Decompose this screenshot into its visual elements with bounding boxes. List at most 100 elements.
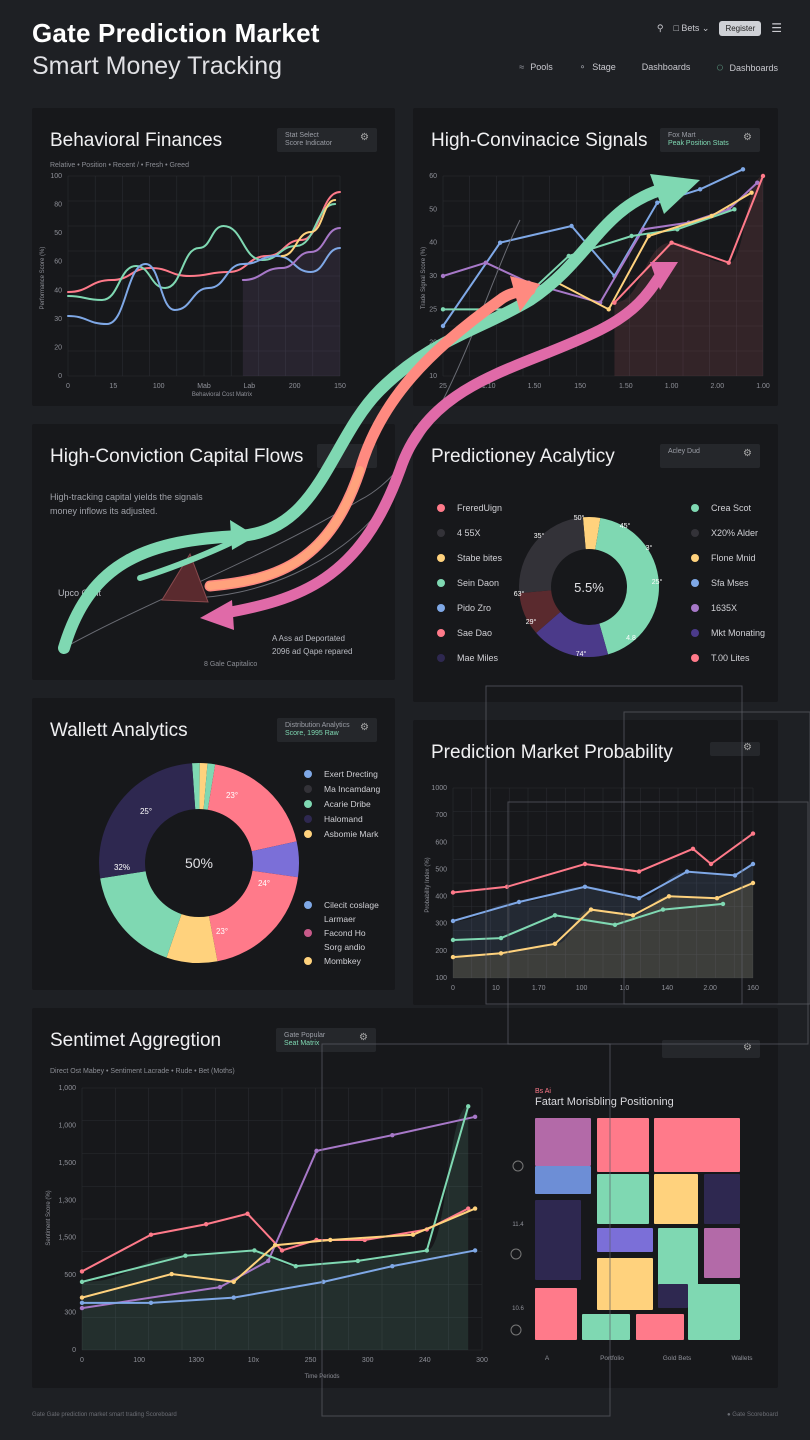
data-point bbox=[169, 1271, 174, 1277]
slice-label: 35° bbox=[534, 532, 545, 540]
signals-control[interactable]: Fox Mart Peak Position Stats ⚙ bbox=[660, 128, 760, 152]
ctrl-label: Distribution Analytics bbox=[285, 722, 350, 729]
y-axis-label: Performance Score (%) bbox=[40, 247, 46, 310]
y-tick-label: 0 bbox=[72, 1347, 76, 1354]
legend-item: Acarie Dribe bbox=[304, 796, 380, 811]
data-point bbox=[183, 1253, 188, 1258]
capital-flows-panel: High-Conviction Capital Flows ⚙ High-tra… bbox=[32, 424, 395, 680]
data-point bbox=[424, 1248, 430, 1253]
data-point bbox=[709, 213, 714, 219]
behavioral-finances-panel: Behavioral Finances Stat Select Score In… bbox=[32, 108, 395, 406]
donut-slice bbox=[199, 763, 208, 810]
menu-icon[interactable]: ☰ bbox=[771, 21, 782, 35]
data-point bbox=[708, 861, 714, 867]
y-tick-label: 30 bbox=[54, 316, 62, 323]
ctrl-label: Fox Mart bbox=[668, 132, 696, 139]
series-area bbox=[82, 1106, 469, 1350]
data-point bbox=[588, 907, 594, 912]
data-point bbox=[321, 1279, 326, 1285]
data-point bbox=[552, 941, 558, 946]
y-tick-label: 1000 bbox=[431, 785, 447, 792]
data-point bbox=[552, 913, 558, 918]
legend-item: Asbomie Mark bbox=[304, 826, 380, 841]
y-axis-label: Sentiment Score (%) bbox=[46, 1190, 52, 1245]
y-tick-label: 300 bbox=[435, 921, 447, 928]
data-point bbox=[684, 869, 690, 874]
probability-chart: 100 200 300 400 500 600 700 1000 0 10 1.70 100 1.0 14… bbox=[425, 785, 759, 992]
flows-title: High-Conviction Capital Flows bbox=[50, 446, 304, 467]
data-point bbox=[293, 1263, 298, 1269]
x-tick-label: 160 bbox=[747, 985, 759, 992]
y-tick-label: 80 bbox=[54, 202, 62, 209]
pin-icon: ⚬ bbox=[578, 61, 587, 72]
position-tile bbox=[654, 1174, 698, 1224]
data-point bbox=[726, 260, 731, 265]
x-tick-label: Gold Bets bbox=[663, 1355, 692, 1362]
flows-control[interactable]: ⚙ bbox=[317, 444, 377, 468]
x-tick-label: 15 bbox=[109, 383, 117, 390]
data-point bbox=[79, 1295, 85, 1300]
sentiment-title: Sentimet Aggregtion bbox=[50, 1030, 222, 1051]
search-icon[interactable]: ⚲ bbox=[656, 22, 664, 33]
settings-icon: ⚙ bbox=[360, 448, 369, 459]
positioning-control[interactable]: ⚙ bbox=[662, 1040, 760, 1058]
data-point bbox=[390, 1263, 395, 1269]
flows-label-a: Upco Orbit bbox=[58, 588, 102, 598]
slice-label: 63° bbox=[514, 590, 525, 598]
position-tile bbox=[597, 1118, 649, 1172]
bets-link[interactable]: □ Bets ⌄ bbox=[673, 22, 710, 33]
data-point bbox=[740, 167, 746, 172]
data-point bbox=[390, 1132, 395, 1138]
data-point bbox=[555, 280, 560, 285]
settings-icon: ⚙ bbox=[359, 1032, 368, 1043]
data-point bbox=[612, 300, 617, 305]
legend-item: T.00 Lites bbox=[691, 645, 765, 670]
slice-label: 32% bbox=[114, 863, 130, 872]
data-point bbox=[355, 1258, 361, 1264]
analytics-donut: 35° 50° 45° 3° 25° 4.8 74° 29° 63° 5.5% bbox=[514, 514, 663, 658]
data-point bbox=[450, 954, 456, 960]
position-tile bbox=[597, 1258, 653, 1310]
nav-item-pools[interactable]: ≈ Pools bbox=[519, 62, 553, 72]
data-point bbox=[504, 884, 510, 889]
nav-item-stage[interactable]: ⚬ Stage bbox=[578, 61, 616, 72]
x-tick-label: 10 bbox=[492, 985, 500, 992]
donut-slice bbox=[207, 764, 297, 852]
data-point bbox=[217, 1284, 223, 1290]
data-point bbox=[410, 1232, 416, 1237]
register-button[interactable]: Register bbox=[719, 20, 762, 36]
data-point bbox=[245, 1211, 250, 1216]
data-point bbox=[328, 1237, 333, 1243]
legend-item: Mombkey bbox=[304, 954, 379, 968]
data-point bbox=[749, 190, 754, 195]
data-point bbox=[582, 861, 588, 867]
x-tick-label: Portfolio bbox=[600, 1355, 624, 1362]
ctrl-label: Gate Popular bbox=[284, 1032, 326, 1039]
signals-title: High-Convinacice Signals bbox=[431, 130, 648, 151]
behavioral-title: Behavioral Finances bbox=[50, 130, 223, 151]
y-tick-label: 1,000 bbox=[58, 1085, 76, 1092]
data-point bbox=[148, 1300, 154, 1306]
behavioral-control[interactable]: Stat Select Score Indicator ⚙ bbox=[277, 128, 377, 152]
legend-item: X20% Alder bbox=[691, 520, 765, 545]
signals-chart: 10 20 25 30 40 50 60 25 1.10 1.50 150 1.50 1.00 2.00 1… bbox=[421, 167, 770, 390]
wifi-icon: ≈ bbox=[519, 62, 525, 72]
y-tick-label: 30 bbox=[429, 273, 437, 280]
position-tile bbox=[704, 1174, 740, 1224]
wallet-legend-top: Exert Drecting Ma Incamdang Acarie Dribe… bbox=[304, 766, 380, 841]
y-tick-label: 60 bbox=[54, 259, 62, 266]
x-tick-label: 0 bbox=[66, 383, 70, 390]
nav-item-dashboards[interactable]: Dashboards bbox=[641, 62, 691, 72]
position-tile bbox=[688, 1284, 740, 1340]
position-tile bbox=[597, 1228, 653, 1252]
wallet-legend-bottom: Cilecit coslage Larmaer Facond Ho Sorg a… bbox=[304, 898, 379, 968]
legend-item: Cilecit coslage bbox=[304, 898, 379, 912]
slice-label: 50° bbox=[574, 514, 585, 522]
slice-label: 74° bbox=[576, 650, 587, 658]
nav-item-dashboards-2[interactable]: ◌ Dashboards bbox=[716, 60, 778, 74]
x-tick-label: 140 bbox=[661, 985, 673, 992]
analytics-control[interactable]: Acley Dud ⚙ bbox=[660, 444, 760, 468]
data-point bbox=[472, 1114, 478, 1120]
wallet-title: Wallett Analytics bbox=[50, 720, 188, 741]
wallet-control[interactable]: Distribution Analytics Score, 1995 Raw ⚙ bbox=[277, 718, 377, 742]
